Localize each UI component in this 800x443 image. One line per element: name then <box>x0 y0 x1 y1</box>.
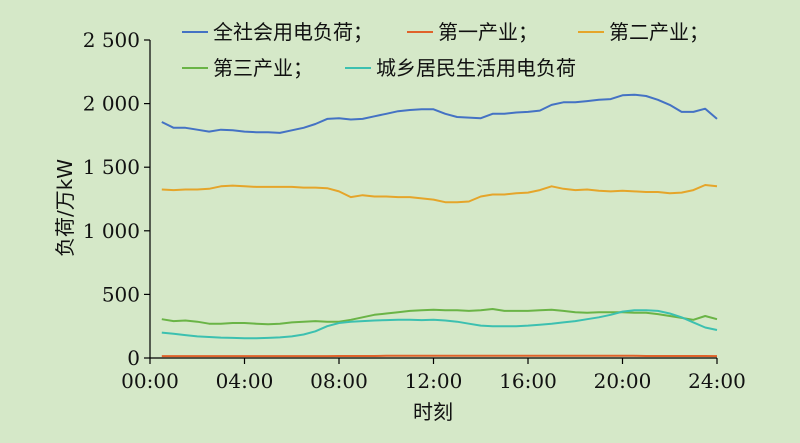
x-tick-label: 24:00 <box>688 369 746 393</box>
y-tick-label: 0 <box>127 346 140 370</box>
legend-label-3: 第三产业； <box>213 56 313 80</box>
y-axis-title: 负荷/万kW <box>53 159 77 257</box>
x-tick-label: 12:00 <box>405 369 463 393</box>
x-tick-label: 20:00 <box>594 369 652 393</box>
series-line-2 <box>161 184 718 204</box>
series-layer <box>161 93 718 358</box>
legend: 全社会用电负荷； 第一产业； 第二产业； 第三产业； 城乡居民生活用电负荷 <box>182 20 709 80</box>
y-tick-label: 1 500 <box>83 155 140 179</box>
legend-label-4: 城乡居民生活用电负荷 <box>376 56 576 80</box>
y-tick-label: 1 000 <box>83 219 140 243</box>
y-tick-label: 2 000 <box>83 92 140 116</box>
series-line-4 <box>161 309 718 340</box>
x-axis-title: 时刻 <box>413 400 453 424</box>
y-tick-label: 2 500 <box>83 28 140 52</box>
x-tick-label: 04:00 <box>216 369 274 393</box>
legend-label-2: 第二产业； <box>609 20 709 44</box>
x-tick-label: 08:00 <box>310 369 368 393</box>
series-line-0 <box>161 93 718 134</box>
chart-axes: 0 500 1 000 1 500 2 000 2 500 00:00 04:00 08:00 1… <box>83 28 746 393</box>
legend-label-0: 全社会用电负荷； <box>213 20 373 44</box>
x-tick-label: 16:00 <box>499 369 557 393</box>
y-tick-label: 500 <box>102 282 140 306</box>
legend-label-1: 第一产业； <box>438 20 538 44</box>
x-tick-label: 00:00 <box>121 369 179 393</box>
